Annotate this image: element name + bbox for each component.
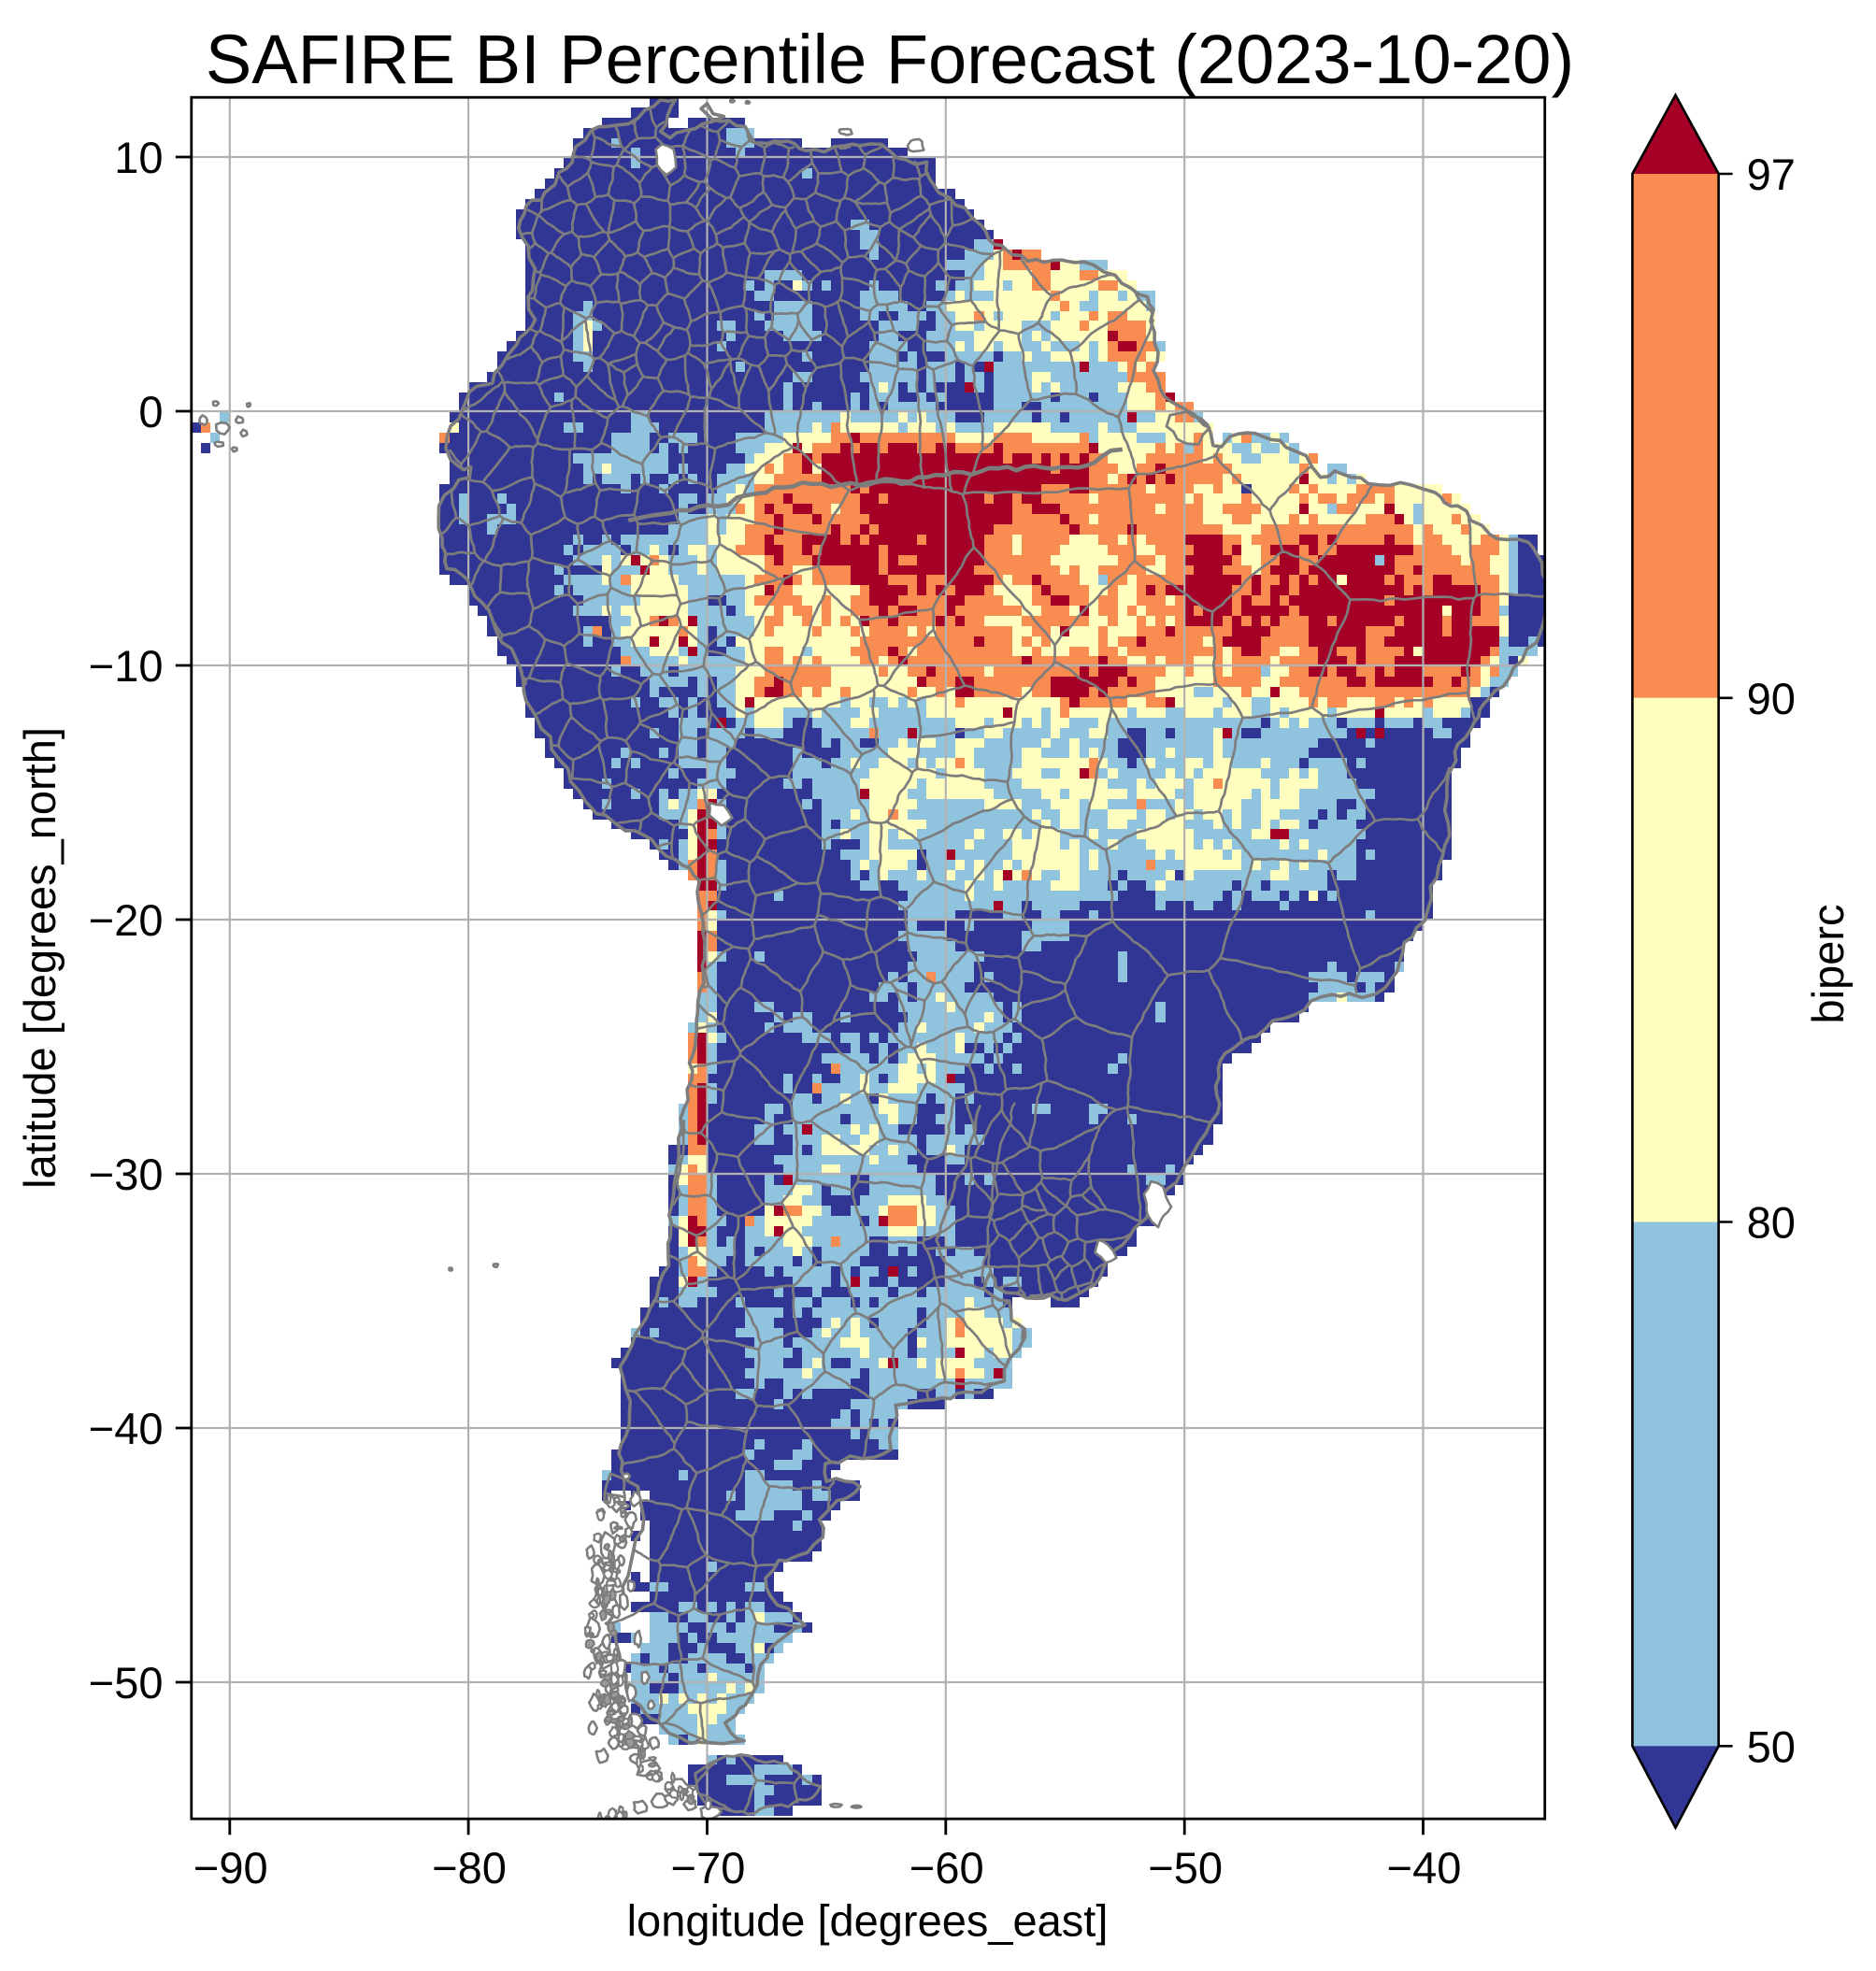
svg-text:0: 0: [138, 387, 163, 436]
svg-text:97: 97: [1747, 150, 1796, 199]
svg-text:−10: −10: [89, 641, 164, 691]
svg-text:−30: −30: [89, 1150, 164, 1199]
svg-text:−50: −50: [1148, 1843, 1223, 1892]
svg-text:90: 90: [1747, 674, 1796, 723]
svg-text:biperc: biperc: [1803, 904, 1853, 1023]
svg-text:−90: −90: [193, 1843, 268, 1892]
svg-text:−50: −50: [89, 1658, 164, 1707]
svg-text:−70: −70: [671, 1843, 746, 1892]
svg-text:SAFIRE BI Percentile Forecast: SAFIRE BI Percentile Forecast (2023-10-2…: [206, 21, 1574, 98]
svg-text:−60: −60: [909, 1843, 984, 1892]
svg-text:50: 50: [1747, 1721, 1796, 1771]
svg-text:longitude [degrees_east]: longitude [degrees_east]: [627, 1896, 1109, 1946]
svg-text:latitude [degrees_north]: latitude [degrees_north]: [15, 727, 64, 1189]
svg-text:−80: −80: [432, 1843, 507, 1892]
svg-text:80: 80: [1747, 1198, 1796, 1248]
svg-text:−40: −40: [1387, 1843, 1462, 1892]
svg-text:−20: −20: [89, 895, 164, 945]
svg-text:−40: −40: [89, 1404, 164, 1453]
svg-text:10: 10: [114, 133, 163, 182]
